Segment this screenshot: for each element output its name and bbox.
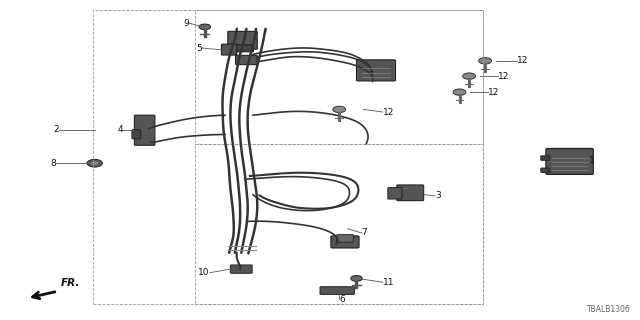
Text: 11: 11 <box>383 278 394 287</box>
Circle shape <box>479 58 492 64</box>
Text: 7: 7 <box>362 228 367 237</box>
FancyBboxPatch shape <box>397 185 424 201</box>
FancyBboxPatch shape <box>134 115 155 145</box>
FancyBboxPatch shape <box>388 188 402 199</box>
FancyBboxPatch shape <box>356 60 396 81</box>
Text: 2: 2 <box>53 125 59 134</box>
FancyBboxPatch shape <box>541 156 550 160</box>
Text: 9: 9 <box>183 19 189 28</box>
Text: 12: 12 <box>517 56 529 65</box>
FancyBboxPatch shape <box>221 44 237 55</box>
Text: TBALB1306: TBALB1306 <box>587 305 630 314</box>
FancyBboxPatch shape <box>541 168 550 172</box>
FancyBboxPatch shape <box>230 45 253 52</box>
Text: 10: 10 <box>198 268 210 277</box>
Text: 6: 6 <box>339 295 345 304</box>
FancyBboxPatch shape <box>546 148 593 174</box>
FancyBboxPatch shape <box>337 235 353 242</box>
FancyBboxPatch shape <box>320 287 355 294</box>
Text: 8: 8 <box>51 159 56 168</box>
Circle shape <box>463 73 476 79</box>
Text: 12: 12 <box>488 88 500 97</box>
Text: 12: 12 <box>498 72 509 81</box>
Circle shape <box>90 161 99 165</box>
Text: FR.: FR. <box>61 278 80 288</box>
Text: 1: 1 <box>589 156 595 164</box>
Circle shape <box>453 89 466 95</box>
FancyBboxPatch shape <box>132 130 141 139</box>
Circle shape <box>351 276 362 281</box>
FancyBboxPatch shape <box>236 55 257 65</box>
Circle shape <box>87 159 102 167</box>
Text: 3: 3 <box>435 191 441 200</box>
Text: 5: 5 <box>196 44 202 52</box>
FancyBboxPatch shape <box>230 265 252 273</box>
FancyBboxPatch shape <box>228 31 257 49</box>
Text: 4: 4 <box>117 125 123 134</box>
FancyBboxPatch shape <box>331 236 359 248</box>
Text: 12: 12 <box>383 108 394 116</box>
Circle shape <box>199 24 211 30</box>
Circle shape <box>333 106 346 113</box>
